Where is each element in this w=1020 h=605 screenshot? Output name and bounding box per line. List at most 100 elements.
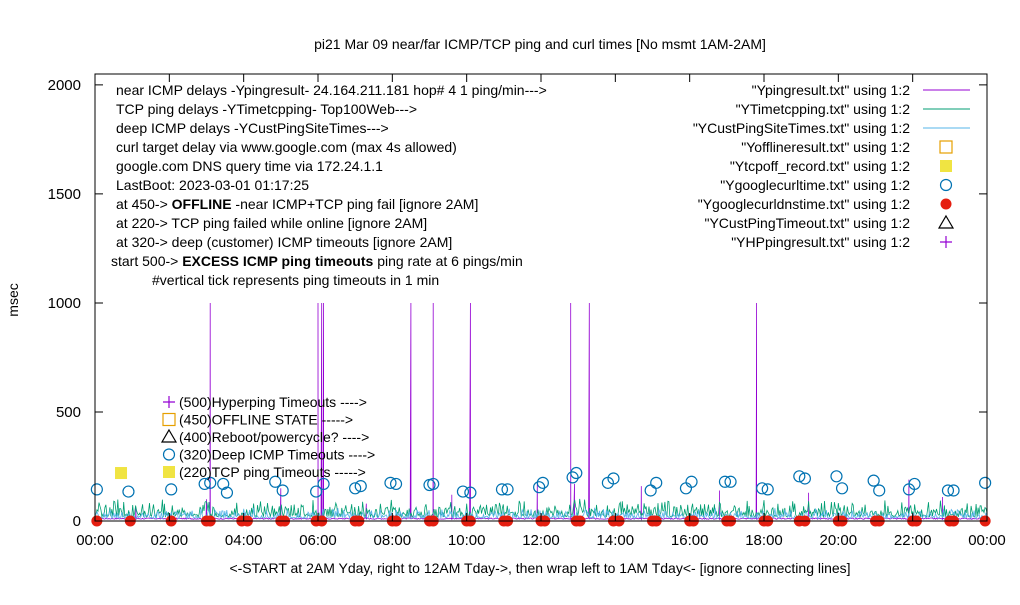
legend-symbol-6	[940, 198, 952, 210]
series-5-point-3	[198, 477, 211, 491]
series-5-point-13	[384, 476, 397, 489]
series-5-point-4	[204, 476, 217, 489]
series-5-point-44	[947, 484, 960, 497]
series-5-point-43	[941, 484, 955, 497]
marker-key-symbol-1	[162, 412, 176, 427]
series-5-point-7	[269, 475, 282, 488]
series-5-point-24	[570, 466, 583, 480]
series-5-point-37	[830, 470, 843, 483]
series-5-point-22	[536, 476, 549, 489]
x-tick-label-9: 18:00	[745, 532, 783, 549]
series-5-point-33	[756, 482, 769, 495]
y-tick-label-1: 500	[56, 404, 81, 421]
marker-key-symbol-3	[162, 448, 176, 461]
legend-label-1: "YTimetcpping.txt" using 1:2	[736, 101, 911, 117]
series-5-point-34	[761, 483, 774, 496]
legend-symbol-7	[937, 214, 955, 229]
series-5-point-27	[644, 484, 657, 497]
marker-key-symbol-4	[163, 466, 175, 478]
legend-label-7: "YCustPingTimeout.txt" using 1:2	[704, 215, 910, 231]
marker-key-label-4: (220)TCP ping Timeouts ----->	[179, 464, 366, 480]
threshold-note-2: at 320-> deep (customer) ICMP timeouts […	[116, 234, 452, 250]
series-5-point-35	[793, 470, 806, 483]
legend-label-2: "YCustPingSiteTimes.txt" using 1:2	[693, 120, 910, 136]
series-5-point-11	[349, 482, 362, 495]
legend-label-4: "Ytcpoff_record.txt" using 1:2	[730, 158, 910, 174]
marker-key-symbol-2	[160, 428, 178, 443]
legend-symbol-3	[939, 140, 953, 154]
marker-key-symbol-0	[163, 396, 175, 408]
marker-key-layer: (500)Hyperping Timeouts ----> (450)OFFLIN…	[115, 394, 375, 480]
chart-title: pi21 Mar 09 near/far ICMP/TCP ping and c…	[314, 36, 766, 52]
series-5-point-12	[354, 480, 367, 493]
series-5-point-8	[276, 484, 289, 497]
tcp-timeout-marker	[115, 467, 128, 480]
series-5-point-26	[607, 472, 620, 485]
series-5-point-38	[835, 482, 849, 495]
series-5-point-19	[495, 483, 509, 496]
legend-label-5: "Ygooglecurltime.txt" using 1:2	[720, 177, 910, 193]
series-5-point-17	[456, 485, 470, 498]
tick-note: #vertical tick represents ping timeouts …	[152, 272, 439, 288]
y-tick-label-0: 0	[73, 513, 81, 530]
y-axis-label: msec	[5, 283, 21, 316]
x-axis-label: <-START at 2AM Yday, right to 12AM Tday-…	[229, 560, 850, 576]
x-tick-label-4: 08:00	[374, 532, 412, 549]
x-tick-label-12: 00:00	[968, 532, 1006, 549]
marker-key-label-1: (450)OFFLINE STATE ----->	[179, 412, 353, 428]
series-5-point-0	[90, 483, 103, 496]
x-tick-label-5: 10:00	[448, 532, 486, 549]
marker-key-label-3: (320)Deep ICMP Timeouts ---->	[179, 447, 375, 463]
legend-label-8: "YHPpingresult.txt" using 1:2	[731, 234, 910, 250]
legend-label-0: "Ypingresult.txt" using 1:2	[752, 82, 911, 98]
marker-key-label-0: (500)Hyperping Timeouts ---->	[179, 394, 367, 410]
legend-label-3: "Yofflineresult.txt" using 1:2	[741, 139, 910, 155]
info-line-1: TCP ping delays -YTimetcpping- Top100Web…	[116, 101, 417, 117]
info-line-4: google.com DNS query time via 172.24.1.1	[116, 158, 383, 174]
legend-symbol-4	[940, 160, 952, 172]
axes-layer: 0 500 1000 1500 2000 00:00 02:00 04:00 06:00 08:0…	[48, 73, 1006, 549]
series-5-point-18	[464, 486, 477, 499]
x-tick-label-8: 16:00	[671, 532, 709, 549]
info-line-5: LastBoot: 2023-03-01 01:17:25	[116, 177, 309, 193]
series-5-point-42	[908, 477, 921, 491]
series-5-point-2	[165, 483, 178, 496]
series-5-point-28	[650, 476, 663, 489]
y-tick-label-4: 2000	[48, 77, 81, 94]
series-5-point-40	[873, 484, 886, 497]
threshold-note-0: at 450-> OFFLINE -near ICMP+TCP ping fai…	[116, 196, 478, 212]
series-5-point-32	[724, 475, 737, 488]
info-line-3: curl target delay via www.google.com (ma…	[116, 139, 457, 155]
x-tick-label-11: 22:00	[894, 532, 932, 549]
threshold-note-1: at 220-> TCP ping failed while online [i…	[116, 215, 427, 231]
series-5-point-20	[501, 483, 514, 496]
x-tick-label-7: 14:00	[597, 532, 635, 549]
y-tick-label-3: 1500	[48, 186, 81, 203]
x-tick-label-1: 02:00	[151, 532, 189, 549]
series-5-point-45	[979, 476, 992, 489]
legend-symbol-5	[939, 178, 953, 192]
series-5-point-31	[718, 475, 732, 488]
legend-symbol-8	[940, 236, 952, 248]
legend-label-6: "Ygooglecurldnstime.txt" using 1:2	[698, 196, 910, 212]
legend: "Ypingresult.txt" using 1:2 "YTimetcpping…	[693, 82, 970, 250]
info-text-layer: near ICMP delays -Ypingresult- 24.164.21…	[111, 82, 547, 288]
y-tick-label-2: 1000	[48, 295, 81, 312]
threshold-note-3: start 500-> EXCESS ICMP ping timeouts pi…	[111, 253, 523, 269]
x-tick-label-6: 12:00	[522, 532, 560, 549]
series-5-point-9	[310, 485, 323, 498]
series-5-point-10	[317, 477, 330, 491]
series-5-point-6	[220, 486, 234, 499]
x-tick-label-0: 00:00	[76, 532, 114, 549]
series-5-point-36	[798, 472, 811, 485]
info-line-2: deep ICMP delays -YCustPingSiteTimes--->	[116, 120, 389, 136]
series-5-point-1	[122, 485, 135, 498]
x-tick-label-3: 06:00	[299, 532, 337, 549]
series-5-point-39	[867, 474, 880, 487]
series-5-point-5	[217, 477, 230, 491]
series-5-point-16	[427, 477, 440, 491]
info-line-0: near ICMP delays -Ypingresult- 24.164.21…	[116, 82, 547, 98]
series-5-point-30	[685, 475, 698, 488]
series-5-point-21	[533, 481, 546, 494]
